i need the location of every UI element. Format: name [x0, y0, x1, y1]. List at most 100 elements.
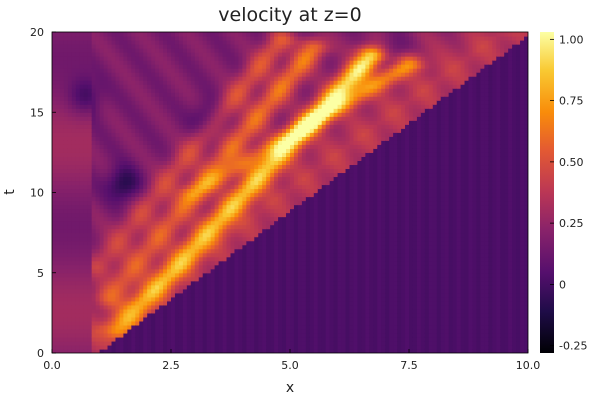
heatmap-cell	[266, 340, 271, 346]
heatmap-cell	[278, 88, 283, 93]
heatmap-cell	[123, 144, 128, 149]
heatmap-cell	[52, 292, 57, 298]
heatmap-cell	[258, 256, 263, 262]
heatmap-cell	[59, 172, 65, 178]
heatmap-cell	[163, 88, 168, 93]
heatmap-cell	[242, 156, 247, 161]
heatmap-cell	[131, 92, 136, 97]
heatmap-cell	[91, 264, 97, 270]
heatmap-cell	[194, 220, 200, 226]
heatmap-cell	[246, 100, 251, 105]
heatmap-cell	[202, 48, 208, 53]
heatmap-cell	[198, 264, 204, 270]
heatmap-cell	[171, 96, 176, 101]
heatmap-cell	[115, 88, 121, 93]
heatmap-cell	[83, 280, 89, 286]
heatmap-cell	[115, 348, 121, 353]
heatmap-cell	[190, 248, 196, 254]
heatmap-cell	[71, 180, 77, 186]
heatmap-cell	[63, 304, 69, 310]
heatmap-cell	[75, 60, 81, 65]
heatmap-cell	[99, 248, 105, 254]
heatmap-cell	[103, 208, 109, 214]
heatmap-cell	[103, 200, 109, 206]
heatmap-cell	[163, 148, 168, 153]
heatmap-cell	[266, 68, 271, 73]
heatmap-cell	[167, 76, 172, 81]
heatmap-cell	[55, 344, 61, 350]
heatmap-cell	[63, 172, 69, 178]
heatmap-cell	[52, 168, 57, 174]
heatmap-cell	[266, 148, 271, 153]
heatmap-cell	[266, 172, 271, 178]
heatmap-cell	[171, 112, 176, 117]
heatmap-cell	[182, 44, 188, 49]
heatmap-cell	[79, 336, 85, 342]
heatmap-cell	[234, 284, 240, 290]
heatmap-cell	[55, 192, 61, 198]
heatmap-cell	[226, 68, 232, 73]
heatmap-cell	[52, 272, 57, 278]
heatmap-cell	[79, 188, 85, 194]
heatmap-cell	[174, 336, 180, 342]
heatmap-cell	[151, 316, 156, 322]
heatmap-cell	[230, 172, 236, 178]
heatmap-cell	[143, 308, 148, 314]
heatmap-cell	[95, 136, 101, 141]
heatmap-cell	[194, 68, 200, 73]
heatmap-cell	[71, 320, 77, 326]
heatmap-cell	[218, 284, 224, 290]
heatmap-cell	[198, 40, 204, 45]
heatmap-cell	[79, 60, 85, 65]
heatmap-cell	[262, 332, 267, 338]
heatmap-cell	[182, 340, 188, 346]
heatmap-cell	[63, 236, 69, 242]
heatmap-cell	[107, 208, 113, 214]
heatmap-cell	[266, 224, 271, 230]
heatmap-cell	[266, 288, 271, 294]
heatmap-cell	[52, 320, 57, 326]
heatmap-cell	[127, 152, 132, 157]
heatmap-cell	[59, 32, 65, 37]
heatmap-cell	[293, 56, 299, 61]
heatmap-cell	[155, 272, 160, 278]
heatmap-cell	[250, 100, 255, 105]
heatmap-cell	[190, 72, 196, 77]
heatmap-cell	[218, 36, 224, 41]
heatmap-cell	[171, 172, 176, 178]
heatmap-cell	[115, 80, 121, 85]
heatmap-cell	[174, 52, 180, 57]
heatmap-cell	[178, 56, 184, 61]
heatmap-cell	[226, 196, 232, 202]
heatmap-cell	[55, 200, 61, 206]
heatmap-cell	[198, 272, 204, 278]
heatmap-cell	[79, 152, 85, 157]
heatmap-cell	[91, 180, 97, 186]
heatmap-cell	[178, 164, 184, 170]
heatmap-cell	[230, 144, 236, 149]
heatmap-cell	[155, 184, 160, 190]
heatmap-cell	[270, 148, 275, 153]
heatmap-cell	[55, 336, 61, 342]
heatmap-cell	[214, 220, 220, 226]
heatmap-cell	[222, 260, 228, 266]
heatmap-cell	[55, 64, 61, 69]
heatmap-cell	[79, 208, 85, 214]
heatmap-cell	[254, 244, 259, 250]
heatmap-cell	[202, 76, 208, 81]
heatmap-cell	[71, 300, 77, 306]
heatmap-cell	[63, 280, 69, 286]
heatmap-cell	[198, 32, 204, 37]
heatmap-cell	[297, 220, 303, 226]
heatmap-cell	[123, 56, 128, 61]
heatmap-cell	[258, 132, 263, 137]
heatmap-cell	[99, 300, 105, 306]
heatmap-cell	[254, 276, 259, 282]
heatmap-cell	[131, 144, 136, 149]
heatmap-cell	[234, 176, 240, 182]
heatmap-cell	[242, 192, 247, 198]
heatmap-cell	[115, 160, 121, 166]
heatmap-cell	[115, 272, 121, 278]
heatmap-cell	[258, 260, 263, 266]
heatmap-cell	[182, 224, 188, 230]
